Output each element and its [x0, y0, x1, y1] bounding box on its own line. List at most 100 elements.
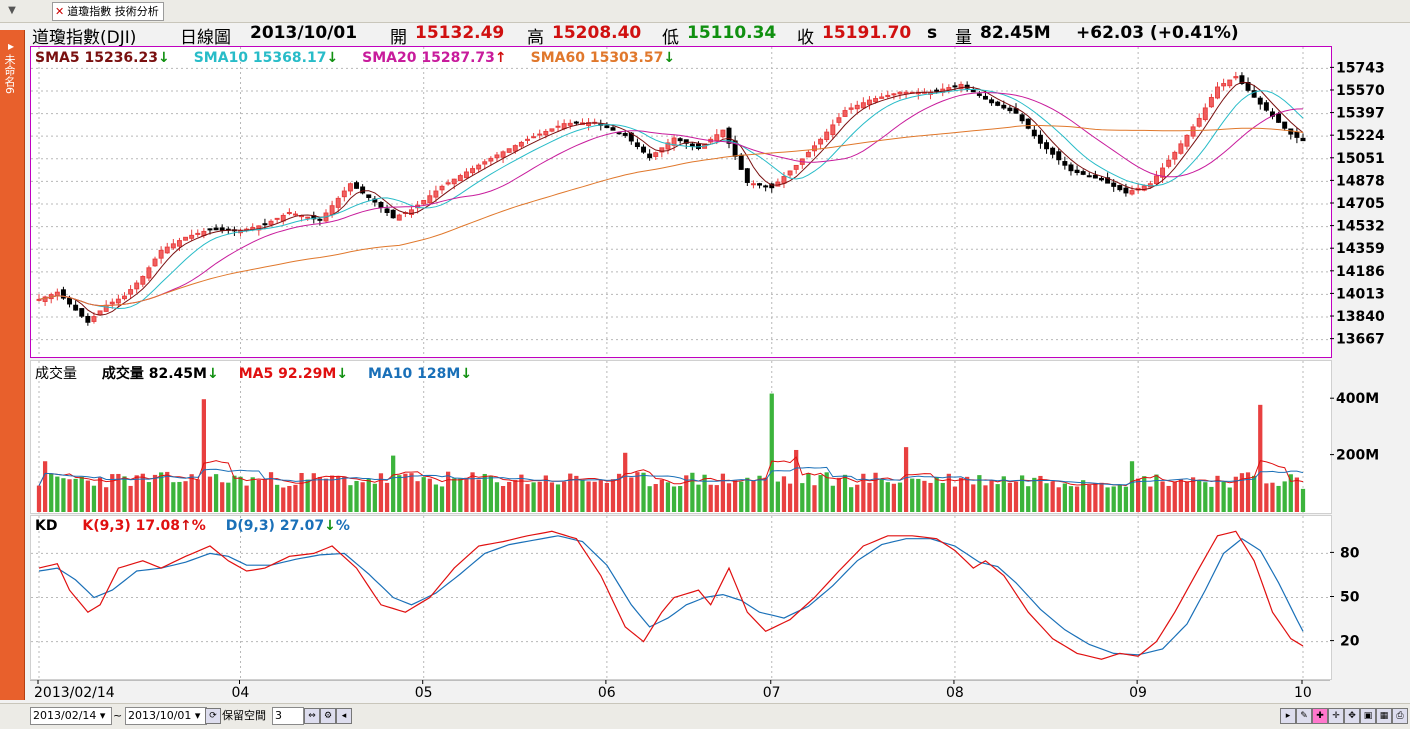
candle [85, 313, 91, 326]
close-icon[interactable]: ✕ [55, 5, 65, 18]
candle [60, 286, 66, 300]
window-menu-button[interactable]: ▼ [8, 5, 16, 16]
legend-sma60[interactable]: SMA60 15303.57↓ [530, 50, 676, 66]
volume-bar [794, 449, 799, 512]
candle [989, 97, 995, 106]
volume-bar [146, 482, 152, 512]
candle-body [1184, 134, 1190, 147]
scroll-left-icon[interactable]: ◂ [336, 708, 352, 724]
grid-icon[interactable]: ▦ [1376, 708, 1392, 724]
candle [79, 308, 85, 319]
volume-bar [445, 471, 451, 512]
chart-tab-label: 道瓊指數 技術分析 [67, 5, 159, 18]
candle-body [561, 123, 567, 130]
legend-sma20[interactable]: SMA20 15287.73↑ [362, 50, 507, 66]
volume-bar [1068, 486, 1074, 512]
change-value: +62.03 (+0.41%) [1076, 23, 1239, 43]
kd-tick-label: 20 [1340, 634, 1360, 650]
candle-body [641, 146, 646, 153]
volume-bar [690, 472, 695, 512]
kd-chart[interactable] [31, 516, 1331, 679]
reserve-space-input[interactable]: 3 [272, 707, 304, 725]
candle-body [1178, 143, 1184, 154]
candle [317, 216, 323, 226]
move-icon[interactable]: ✥ [1344, 708, 1360, 724]
volume-bar [1184, 481, 1190, 512]
end-date-field[interactable]: 2013/10/01 ▾ [125, 707, 207, 725]
volume-bar [928, 482, 933, 512]
settings-icon[interactable]: ⚙ [320, 708, 336, 724]
candle [506, 148, 512, 153]
legend--[interactable]: 成交量 82.45M↓ [101, 366, 219, 382]
start-date-field[interactable]: 2013/02/14 ▾ [30, 707, 112, 725]
candle-body [744, 168, 750, 183]
candle [750, 180, 756, 189]
candle [42, 295, 48, 306]
volume-bar [238, 476, 243, 512]
candle [787, 170, 793, 179]
expand-icon[interactable]: ▸ [7, 39, 15, 53]
crosshair-icon[interactable]: ✛ [1328, 708, 1344, 724]
legend-ma5[interactable]: MA5 92.29M↓ [238, 366, 349, 382]
volume-bar [158, 472, 164, 512]
candle-body [189, 234, 195, 239]
candle [109, 298, 115, 309]
scroll-right-icon[interactable]: ▸ [1280, 708, 1296, 724]
candle-body [317, 218, 323, 221]
side-workspace-tab[interactable]: ▸ 未命名6 [0, 30, 25, 700]
candle [1257, 95, 1263, 110]
volume-bar [873, 472, 878, 512]
volume-bar [1197, 479, 1202, 512]
candle-body [1086, 175, 1092, 178]
volume-bar [67, 479, 72, 512]
zoom-icon[interactable]: ⇔ [304, 708, 320, 724]
open-label: 開 [390, 28, 407, 48]
print-icon[interactable]: ⎙ [1392, 708, 1408, 724]
date-tick-label: 05 [415, 685, 433, 701]
legend-k-9-3-[interactable]: K(9,3) 17.08↑% [82, 518, 206, 534]
volume-bar [562, 481, 567, 512]
volume-bar [543, 475, 548, 512]
volume-bar [641, 472, 646, 512]
candle [1129, 185, 1135, 196]
candle [470, 165, 476, 176]
kd-panel[interactable]: KD K(9,3) 17.08↑% D(9,3) 27.07↓% [30, 515, 1332, 680]
candle-body [1257, 97, 1263, 105]
chart-tab[interactable]: ✕ 道瓊指數 技術分析 [52, 2, 164, 21]
maximize-icon[interactable]: ▣ [1360, 708, 1376, 724]
candle-body [1044, 142, 1050, 150]
volume-bar [85, 480, 90, 512]
candle-body [537, 133, 543, 136]
candle [231, 226, 237, 236]
volume-chart[interactable] [31, 361, 1331, 513]
candle-body [262, 223, 268, 226]
candle [793, 164, 799, 174]
volume-panel[interactable]: 成交量 成交量 82.45M↓ MA5 92.29M↓ MA10 128M↓ [30, 360, 1332, 514]
period-label[interactable]: 日線圖 [180, 28, 231, 48]
candle-body [354, 182, 360, 189]
candle-body [836, 117, 842, 123]
volume-bar [922, 480, 927, 512]
candle-body [488, 157, 494, 162]
low-label: 低 [662, 28, 679, 48]
volume-bar [329, 475, 335, 512]
candle [1160, 163, 1166, 183]
candle-body [146, 267, 152, 279]
volume-bar [910, 478, 915, 512]
volume-bar [1050, 481, 1055, 512]
legend-ma10[interactable]: MA10 128M↓ [368, 366, 473, 382]
legend-d-9-3-[interactable]: D(9,3) 27.07↓% [225, 518, 350, 534]
volume-bar [482, 473, 487, 512]
draw-icon[interactable]: ✚ [1312, 708, 1328, 724]
price-chart[interactable] [31, 47, 1331, 357]
legend-sma10[interactable]: SMA10 15368.17↓ [193, 50, 339, 66]
candle-body [1276, 113, 1282, 123]
range-toolbar: 2013/02/14 ▾ ~ 2013/10/01 ▾ ⟳ 保留空間 3 ⇔ ⚙… [0, 703, 1410, 729]
chart-tool-icon[interactable]: ✎ [1296, 708, 1312, 724]
candle-body [885, 94, 891, 98]
legend-sma5[interactable]: SMA5 15236.23↓ [35, 50, 170, 66]
candle-body [689, 143, 695, 147]
refresh-icon[interactable]: ⟳ [205, 708, 221, 724]
candle-body [494, 154, 500, 159]
price-panel[interactable]: SMA5 15236.23↓ SMA10 15368.17↓ SMA20 15287… [30, 46, 1332, 358]
